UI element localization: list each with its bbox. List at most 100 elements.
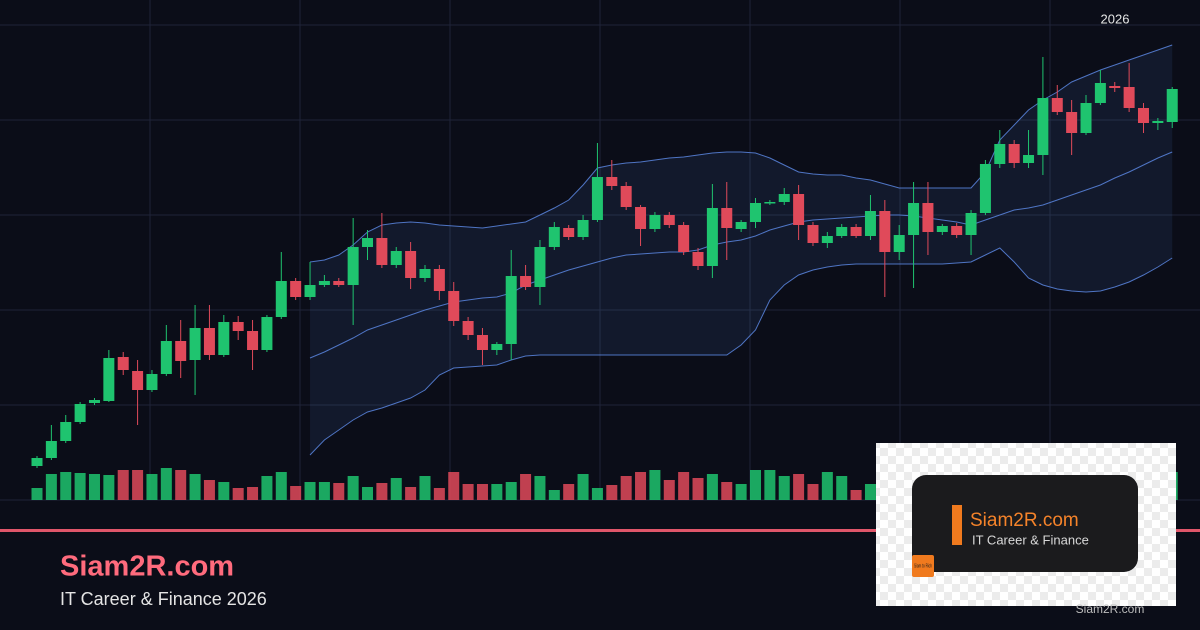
candle-body: [1080, 103, 1092, 133]
candle-body: [117, 357, 129, 370]
candle-body: [203, 328, 215, 355]
candle-body: [132, 371, 144, 390]
candle-body: [1037, 98, 1049, 155]
candle-body: [405, 251, 417, 278]
candle-body: [376, 238, 388, 265]
candle-body: [247, 331, 259, 350]
volume-bar: [591, 488, 603, 500]
candle-body: [591, 177, 603, 220]
candle-body: [563, 228, 575, 237]
volume-bar: [146, 474, 158, 500]
logo-card: [912, 475, 1138, 572]
candle-body: [979, 164, 991, 213]
volume-bar: [620, 476, 632, 500]
candle-body: [520, 276, 532, 287]
volume-bar: [247, 487, 259, 500]
candle-body: [31, 458, 43, 466]
volume-bar: [405, 487, 417, 500]
volume-bar: [505, 482, 517, 500]
candle-body: [936, 226, 948, 232]
candle-body: [433, 269, 445, 291]
candle-body: [60, 422, 72, 441]
volume-bar: [678, 472, 690, 500]
volume-bar: [520, 474, 532, 500]
candle-body: [793, 194, 805, 225]
logo-panel: Siam2R.com IT Career & Finance Siam to R…: [876, 443, 1176, 606]
candle-body: [750, 203, 761, 222]
logo-badge-text: Siam to Rich: [914, 563, 932, 569]
volume-bar: [160, 468, 172, 500]
candle-body: [103, 358, 115, 401]
volume-bar: [534, 476, 546, 500]
candle-body: [721, 208, 733, 228]
candle-body: [491, 344, 503, 350]
candle-body: [1051, 98, 1063, 112]
volume-bar: [103, 475, 115, 500]
candle-body: [534, 247, 546, 287]
volume-bar: [31, 488, 43, 500]
candle-body: [505, 276, 517, 344]
volume-bar: [864, 484, 876, 500]
volume-bar: [203, 480, 215, 500]
watermark: Siam2R.com: [1076, 602, 1145, 616]
volume-bar: [635, 472, 647, 500]
volume-bar: [88, 474, 100, 500]
volume-bar: [448, 472, 460, 500]
candlestick-chart: [31, 44, 1178, 500]
candle-body: [88, 400, 100, 403]
candle-body: [548, 227, 560, 247]
volume-bar: [218, 482, 230, 500]
volume-bar: [577, 474, 589, 500]
candle-body: [807, 225, 819, 243]
volume-bar: [563, 484, 575, 500]
logo-bar: [952, 505, 962, 545]
candle-body: [232, 322, 244, 331]
volume-bar: [261, 476, 273, 500]
volume-bar: [74, 473, 86, 500]
volume-bar: [606, 485, 618, 500]
volume-bar: [45, 474, 57, 500]
logo-tagline: IT Career & Finance: [972, 532, 1089, 547]
volume-bar: [290, 486, 302, 500]
volume-bar: [476, 484, 488, 500]
candle-body: [347, 247, 359, 285]
candle-body: [922, 203, 934, 232]
candle-body: [1094, 83, 1106, 103]
candle-body: [836, 227, 848, 236]
banner-title: Siam2R.com: [60, 551, 234, 583]
volume-bar: [548, 490, 560, 500]
candle-body: [362, 238, 374, 247]
volume-bar: [491, 484, 503, 500]
volume-bar: [333, 483, 345, 500]
candle-body: [1152, 121, 1164, 123]
candle-body: [261, 317, 273, 350]
candle-body: [879, 211, 891, 252]
candle-body: [649, 215, 661, 229]
candle-body: [1123, 87, 1135, 108]
candle-body: [965, 213, 977, 235]
volume-bar: [735, 484, 747, 500]
candle-body: [462, 321, 474, 335]
candle-body: [821, 236, 833, 243]
candle-body: [735, 222, 747, 229]
volume-bar: [836, 476, 848, 500]
volume-bar: [764, 470, 776, 500]
candle-body: [448, 291, 460, 321]
candle-body: [678, 225, 690, 252]
candle-body: [419, 269, 431, 278]
candle-body: [1109, 86, 1121, 88]
candle-body: [850, 227, 862, 236]
candle-body: [290, 281, 302, 297]
candle-body: [864, 211, 876, 236]
volume-bar: [232, 488, 244, 500]
candle-body: [275, 281, 287, 317]
lower-band: [309, 247, 1173, 456]
volume-bar: [821, 472, 833, 500]
volume-bar: [117, 470, 129, 500]
candle-body: [333, 281, 345, 285]
candle-body: [1008, 144, 1020, 163]
candle-body: [1066, 112, 1078, 133]
candle-body: [663, 215, 675, 225]
volume-bar: [706, 474, 718, 500]
